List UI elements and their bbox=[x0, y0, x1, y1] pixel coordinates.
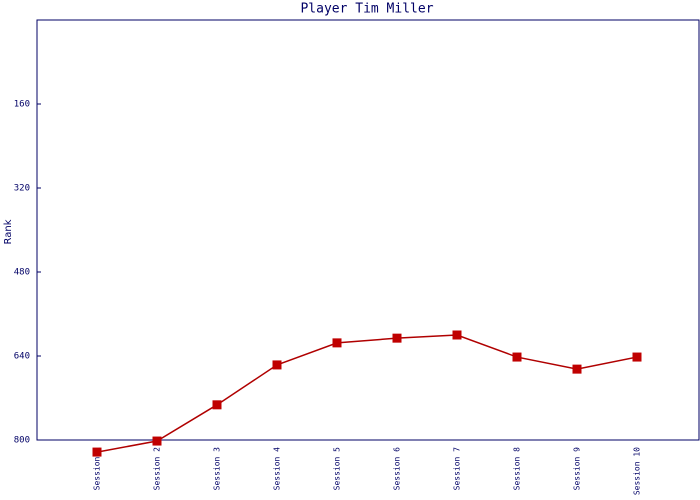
marker bbox=[152, 436, 162, 446]
x-tick-label: Session 3 bbox=[213, 447, 222, 491]
x-tick-label: Session 4 bbox=[273, 447, 282, 491]
marker bbox=[392, 333, 402, 343]
marker bbox=[92, 447, 102, 457]
x-tick-label: Session 8 bbox=[513, 447, 522, 491]
y-tick-label: 160 bbox=[14, 100, 30, 110]
x-tick-label: Session 2 bbox=[153, 447, 162, 491]
x-tick-label: Session 7 bbox=[453, 447, 462, 491]
x-tick-label: Session 5 bbox=[333, 447, 342, 491]
marker bbox=[332, 338, 342, 348]
x-tick-label: Session 1 bbox=[93, 447, 102, 491]
y-tick-label: 640 bbox=[14, 352, 30, 362]
marker bbox=[212, 400, 222, 410]
line bbox=[96, 334, 638, 453]
y-tick-label: 480 bbox=[14, 268, 30, 278]
marker bbox=[272, 360, 282, 370]
plot-frame bbox=[36, 19, 700, 441]
marker bbox=[452, 330, 462, 340]
y-tick-label: 320 bbox=[14, 184, 30, 194]
x-tick-label: Session 10 bbox=[633, 447, 642, 495]
x-tick-label: Session 6 bbox=[393, 447, 402, 491]
y-axis-label: Rank bbox=[3, 219, 14, 244]
marker bbox=[572, 364, 582, 374]
x-tick-label: Session 9 bbox=[573, 447, 582, 491]
y-tick-label: 800 bbox=[14, 436, 30, 446]
chart-title: Player Tim Miller bbox=[300, 2, 433, 17]
marker bbox=[512, 352, 522, 362]
marker bbox=[632, 352, 642, 362]
